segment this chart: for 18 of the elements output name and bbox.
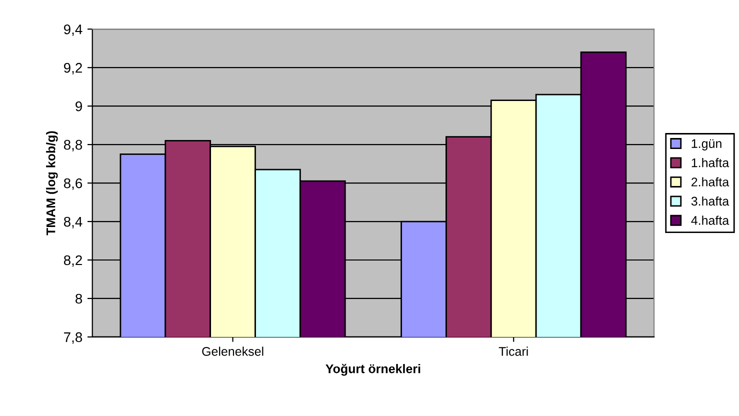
legend-label: 2.hafta (692, 177, 730, 186)
legend-label: 1.gün (692, 139, 722, 150)
y-axis-title: TMAM (log kob/g) (46, 131, 58, 236)
y-tick-label: 9,2 (64, 62, 82, 74)
y-tick-label: 8,4 (64, 216, 82, 228)
y-tick-label: 7,8 (64, 332, 82, 344)
legend-label: 4.hafta (691, 216, 730, 225)
y-tick-label: 9,4 (64, 24, 82, 36)
x-tick-label: Ticari (498, 346, 528, 356)
y-tick-label: 8 (76, 294, 82, 304)
x-axis-title: Yoğurt örnekleri (326, 364, 420, 376)
y-tick-label: 9 (76, 101, 82, 112)
legend-label: 1.hafta (692, 158, 730, 168)
y-tick-label: 8,6 (64, 178, 82, 190)
y-tick-label: 8,8 (64, 140, 82, 152)
x-tick-label: Geleneksel (202, 346, 264, 356)
legend-label: 3.hafta (691, 196, 730, 206)
y-tick-label: 8,2 (64, 255, 82, 267)
